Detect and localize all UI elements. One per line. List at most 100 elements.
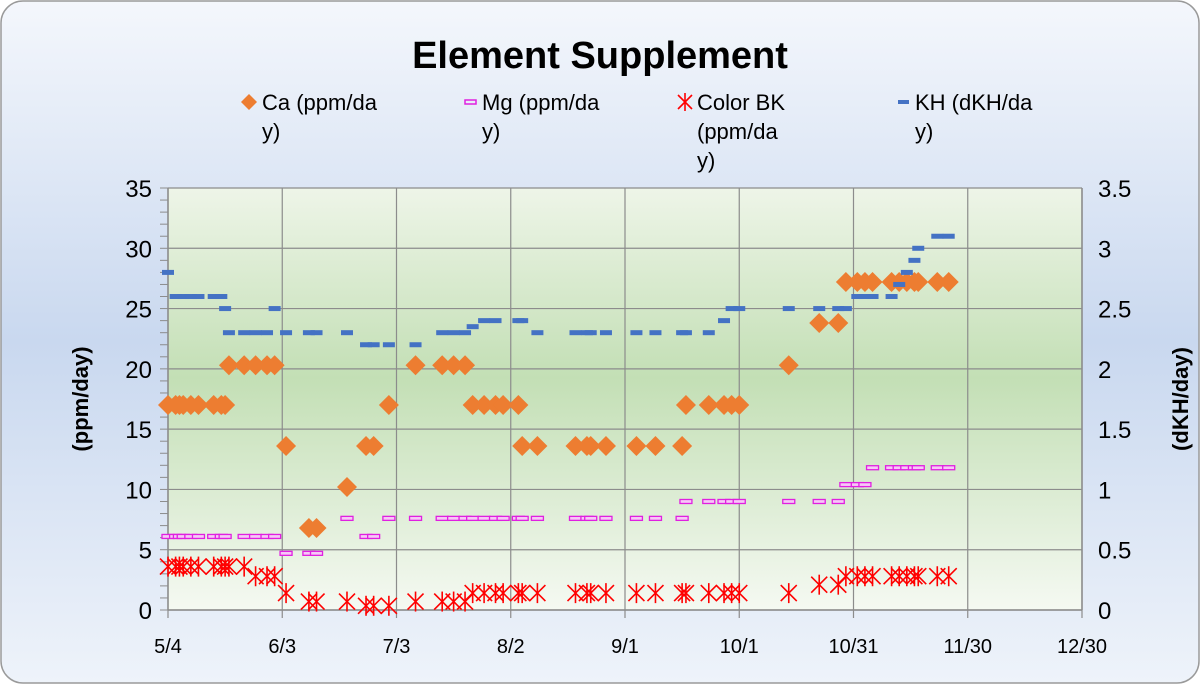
y-tick-label: 5 [139, 538, 152, 565]
y2-tick-label: 2.5 [1098, 297, 1131, 324]
kh-point [249, 330, 262, 336]
mg-point [648, 515, 663, 522]
kh-point [360, 342, 373, 348]
ca-point [336, 477, 357, 498]
ca-point [276, 436, 297, 457]
kh-point [207, 294, 220, 300]
ca-point [527, 436, 548, 457]
kh-point [599, 330, 612, 336]
dash-icon [893, 88, 915, 117]
mg-point [930, 465, 944, 471]
y2-tick-label: 0.5 [1098, 538, 1131, 565]
kh-point [382, 342, 395, 348]
kh-point [649, 330, 662, 336]
ca-point [405, 355, 426, 376]
color-bk-point [216, 556, 234, 577]
mg-point [435, 515, 449, 522]
kh-point [893, 281, 906, 287]
kh-point [885, 294, 898, 300]
color-bk-point [597, 583, 615, 604]
ca-point [215, 395, 236, 416]
color-bk-point [494, 583, 512, 604]
chart-title: Element Supplement [412, 35, 788, 77]
color-bk-point [646, 583, 665, 604]
kh-point [192, 294, 205, 300]
mg-point [782, 498, 796, 505]
y-axis-label: (ppm/day) [68, 346, 93, 451]
ca-point [626, 436, 647, 457]
mg-point [629, 515, 644, 522]
kh-point [466, 324, 479, 330]
x-tick-label: 7/3 [383, 636, 411, 658]
kh-point [302, 330, 315, 336]
ca-point [862, 272, 883, 293]
series-1 [161, 465, 956, 556]
color-bk-point [627, 583, 645, 604]
legend-item-kh[interactable]: KH (dKH/day) [893, 88, 1033, 146]
ca-point [675, 395, 696, 416]
y2-axis-label: (dKH/day) [1168, 347, 1193, 451]
y2-tick-label: 0 [1098, 598, 1111, 625]
x-tick-label: 6/3 [268, 636, 296, 658]
kh-point [436, 330, 449, 336]
kh-point [584, 330, 597, 336]
ca-point [565, 436, 586, 457]
color-bk-point [509, 583, 527, 604]
mg-point [446, 515, 461, 522]
y2-tick-label: 2 [1098, 357, 1111, 384]
x-tick-label: 10/31 [828, 636, 878, 658]
ca-point [729, 395, 750, 416]
ca-point [363, 436, 384, 457]
kh-point [340, 330, 353, 336]
kh-point [866, 294, 879, 300]
legend-item-ca[interactable]: Ca (ppm/day) [240, 88, 380, 146]
ca-point [595, 436, 616, 457]
mg-point [496, 515, 510, 522]
kh-point [215, 294, 228, 300]
ca-point [908, 272, 929, 293]
kh-point [725, 306, 738, 312]
kh-point [832, 306, 845, 312]
color-bk-point [307, 591, 326, 612]
color-bk-point [909, 566, 927, 587]
color-bk-point [380, 595, 398, 616]
mg-point [279, 550, 293, 556]
y-tick-label: 35 [125, 176, 152, 203]
ca-point [378, 395, 399, 416]
color-bk-point [277, 583, 295, 604]
legend: Ca (ppm/day) Mg (ppm/day) Color BK (ppm/… [0, 88, 1200, 188]
kh-point [942, 233, 955, 239]
data-marks [158, 233, 959, 616]
color-bk-point [905, 566, 923, 587]
kh-point [162, 269, 174, 275]
ca-point [809, 313, 830, 334]
kh-point [310, 330, 323, 336]
legend-item-color-bk[interactable]: Color BK (ppm/day) [675, 88, 789, 175]
color-bk-point [673, 583, 691, 604]
ca-point [234, 355, 255, 376]
color-bk-point [235, 556, 253, 577]
kh-point [782, 306, 795, 312]
legend-item-mg[interactable]: Mg (ppm/day) [460, 88, 600, 146]
y-tick-label: 10 [125, 477, 152, 504]
mg-point [237, 533, 251, 540]
ca-point [245, 355, 266, 376]
series-2 [159, 556, 958, 616]
kh-point [489, 318, 502, 324]
y2-tick-label: 1 [1098, 477, 1111, 504]
ca-point [828, 313, 849, 334]
y-tick-label: 15 [125, 417, 152, 444]
kh-point [222, 330, 235, 336]
kh-point [912, 245, 925, 251]
kh-point [900, 269, 913, 275]
mg-point [466, 515, 480, 522]
legend-label: Color BK (ppm/day) [697, 90, 786, 173]
kh-point [184, 294, 197, 300]
mg-point [839, 481, 853, 488]
color-bk-point [365, 595, 383, 616]
mg-point [865, 465, 880, 471]
mg-point [702, 498, 716, 505]
kh-point [367, 342, 380, 348]
color-bk-point [189, 556, 208, 577]
